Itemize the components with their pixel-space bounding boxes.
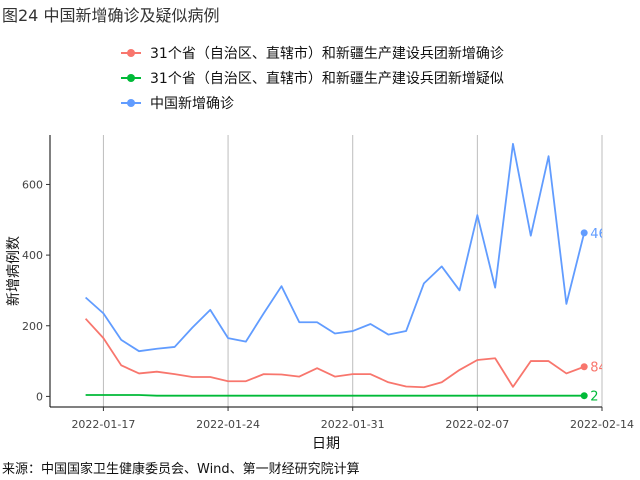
x-tick-label-4: 2022-02-14 [570, 418, 634, 431]
figure-title: 图24 中国新增确诊及疑似病例 [2, 6, 220, 25]
series-end-point-suspected-provinces [580, 392, 588, 400]
legend: 31个省（自治区、直辖市）和新疆生产建设兵团新增确诊 31个省（自治区、直辖市）… [120, 40, 504, 115]
legend-key-suspected-provinces [120, 71, 142, 85]
x-tick-label-3: 2022-02-07 [445, 418, 509, 431]
legend-key-confirmed-provinces [120, 46, 142, 60]
x-axis-title: 日期 [312, 436, 340, 452]
series-end-point-confirmed-china [580, 229, 588, 237]
series-line-suspected-provinces [85, 394, 585, 397]
legend-label-confirmed-china: 中国新增确诊 [150, 95, 234, 112]
legend-item-confirmed-china: 中国新增确诊 [120, 90, 504, 115]
y-tick-label-1: 200 [22, 320, 43, 333]
series-end-point-confirmed-provinces [580, 363, 588, 371]
legend-item-suspected-provinces: 31个省（自治区、直辖市）和新疆生产建设兵团新增疑似 [120, 65, 504, 90]
legend-item-confirmed-provinces: 31个省（自治区、直辖市）和新疆生产建设兵团新增确诊 [120, 40, 504, 65]
source-note: 来源：中国国家卫生健康委员会、Wind、第一财经研究院计算 [2, 462, 360, 477]
series-end-label-confirmed-china: 463 [590, 227, 615, 242]
legend-key-confirmed-china [120, 96, 142, 110]
y-tick-label-2: 400 [22, 249, 43, 262]
series-end-label-suspected-provinces: 2 [590, 390, 598, 405]
x-tick-label-1: 2022-01-24 [196, 418, 260, 431]
y-axis-title: 新增病例数 [6, 236, 22, 306]
series-end-label-confirmed-provinces: 84 [590, 361, 607, 376]
x-tick-label-2: 2022-01-31 [321, 418, 385, 431]
series-line-confirmed-provinces [84, 318, 585, 389]
y-tick-label-0: 0 [36, 390, 43, 403]
legend-label-confirmed-provinces: 31个省（自治区、直辖市）和新疆生产建设兵团新增确诊 [150, 45, 504, 62]
x-tick-label-0: 2022-01-17 [71, 418, 135, 431]
series-line-confirmed-china [85, 142, 586, 353]
legend-label-suspected-provinces: 31个省（自治区、直辖市）和新疆生产建设兵团新增疑似 [150, 70, 504, 87]
y-tick-label-3: 600 [22, 178, 43, 191]
